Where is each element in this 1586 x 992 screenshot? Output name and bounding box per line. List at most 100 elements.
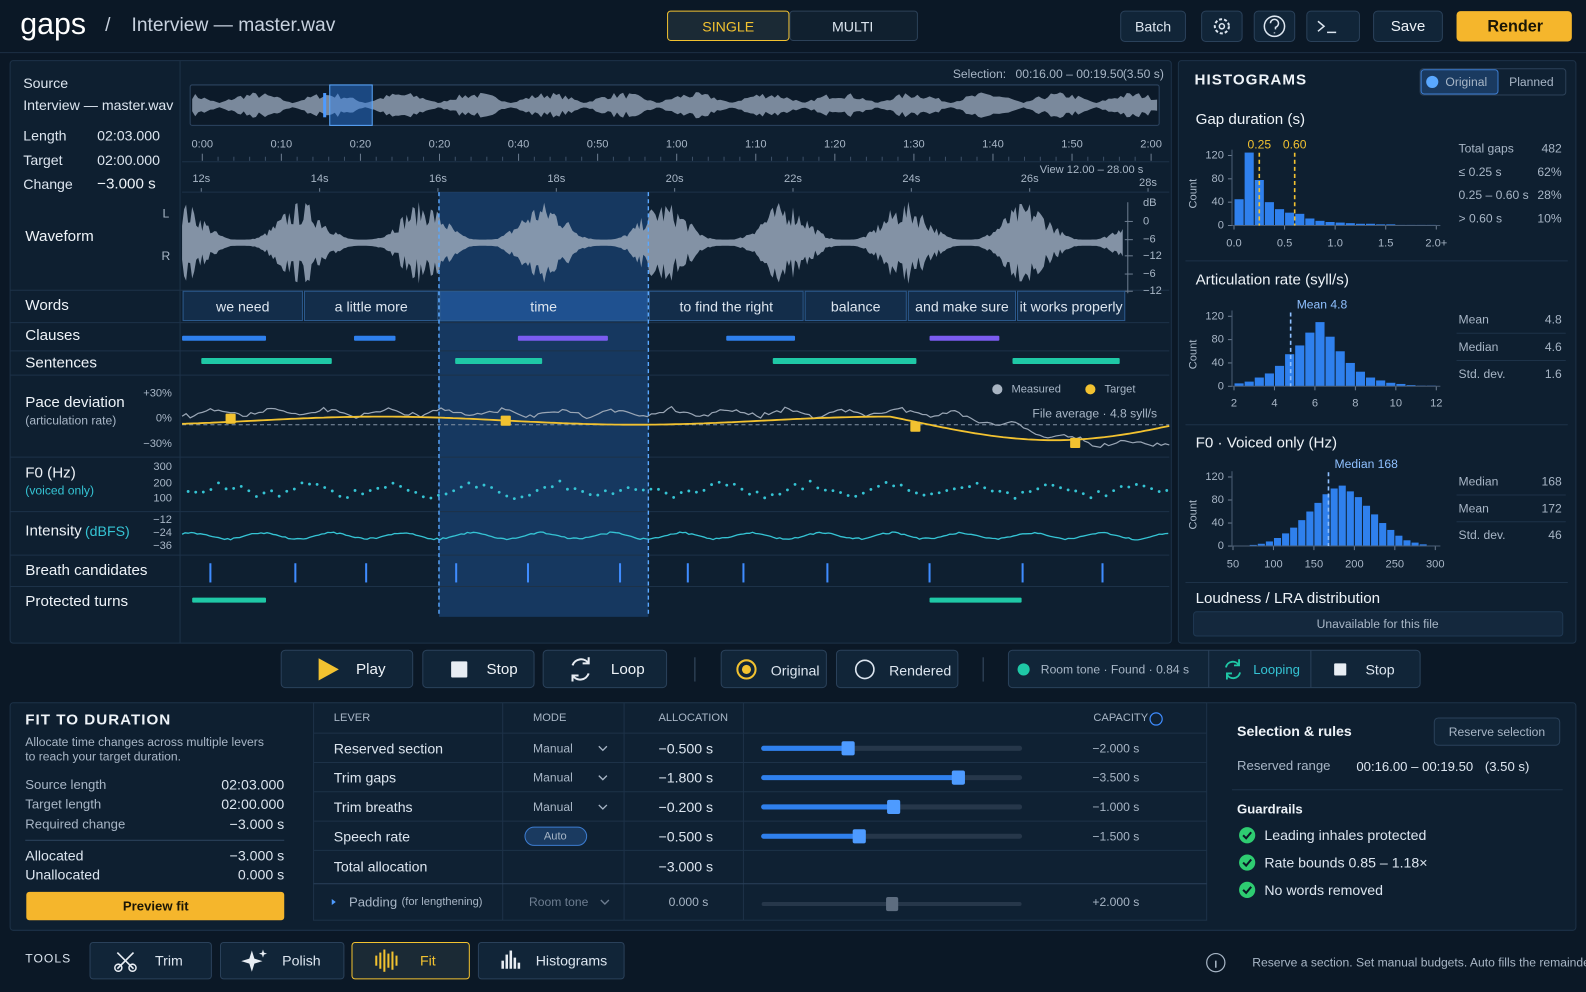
stat-label: Target [23, 152, 62, 168]
f0-dot [543, 485, 547, 489]
terminal-icon [1317, 20, 1337, 34]
button-label: Rendered [889, 662, 951, 678]
f0-dot [520, 495, 524, 499]
mode-pill[interactable] [524, 826, 588, 846]
toggle-active[interactable] [1420, 69, 1499, 95]
histogram-bar [1285, 354, 1295, 387]
slider-knob[interactable] [887, 799, 901, 815]
stat-value: 482 [1541, 142, 1561, 156]
f0-dot [892, 484, 896, 488]
x-tick-label: 2.0+ [1425, 238, 1447, 250]
stat-label: Target length [25, 796, 101, 811]
tool-button[interactable] [351, 941, 470, 980]
editor-panel [9, 60, 1172, 644]
button[interactable] [1201, 10, 1243, 42]
view-range: View 12.00 – 28.00 s [1040, 164, 1144, 176]
tool-button[interactable] [89, 941, 212, 980]
allocation-value: −0.200 s [658, 799, 713, 815]
button-label[interactable]: Looping [1253, 662, 1300, 677]
f0-dot [421, 495, 425, 499]
render-button[interactable] [1456, 11, 1572, 42]
f0-dot [528, 493, 531, 497]
f0-dot [285, 489, 289, 493]
room-tone-group [1007, 649, 1421, 689]
capacity-value: −3.500 s [1092, 771, 1139, 785]
stat-label: Allocated [25, 847, 83, 863]
mode-multi[interactable] [789, 10, 918, 41]
measured-line [181, 405, 1170, 449]
mode-value[interactable]: Manual [533, 800, 573, 814]
x-tick-label: 8 [1352, 397, 1358, 409]
db-tick-label: −6 [1143, 234, 1156, 246]
histogram-bar [1355, 371, 1365, 387]
histogram-bar [1315, 220, 1325, 226]
target-point [500, 415, 511, 426]
button[interactable] [1373, 10, 1443, 42]
histogram-bar [1396, 383, 1406, 387]
button-label[interactable]: Stop [1365, 661, 1394, 677]
unavailable-note: Unavailable for this file [1317, 617, 1439, 631]
lever-name: Trim gaps [334, 770, 396, 786]
button[interactable] [1253, 10, 1296, 42]
button-label: Batch [1135, 18, 1171, 34]
button[interactable] [1306, 10, 1360, 42]
f0-dot [490, 486, 493, 489]
slider-knob[interactable] [951, 770, 965, 785]
stat-value: −3.000 s [230, 816, 285, 832]
track-unit: (dBFS) [85, 523, 130, 539]
f0-dot [816, 486, 820, 490]
track-label: Pace deviation [25, 394, 124, 411]
histogram-bar [1345, 223, 1355, 226]
capacity-value: −1.000 s [1092, 800, 1139, 814]
f0-dot [406, 488, 410, 492]
button[interactable] [542, 649, 668, 689]
preview-button[interactable] [26, 891, 285, 921]
word-box [439, 290, 648, 322]
radio-dot [1426, 75, 1439, 88]
f0-dot [990, 489, 994, 493]
guardrail: Rate bounds 0.85 – 1.18× [1264, 855, 1427, 871]
radio-icon [741, 664, 752, 674]
button[interactable] [422, 649, 535, 689]
mode-value[interactable]: Manual [533, 771, 573, 785]
protected-bar [929, 597, 1022, 603]
f0-dot [1051, 483, 1055, 487]
word-box [804, 290, 907, 322]
chevron [600, 899, 610, 905]
lever-name: Speech rate [334, 828, 410, 844]
histogram-bar [1330, 488, 1338, 547]
intensity-line [181, 531, 1169, 541]
mode-single[interactable] [667, 10, 790, 41]
overview-tick-label: 0:50 [587, 139, 609, 151]
tool-button[interactable] [477, 941, 625, 980]
histogram-bar [1387, 529, 1395, 547]
f0-dot [497, 490, 501, 494]
mode-value[interactable]: Manual [533, 741, 573, 755]
overview-tick-label: 1:20 [824, 139, 846, 151]
lever-name: Reserved section [334, 740, 443, 756]
f0-dot [292, 487, 296, 491]
y-tick-label: 0 [1218, 220, 1224, 232]
track-label: Intensity [25, 522, 82, 539]
track-label: Waveform [25, 228, 94, 245]
button-label: Stop [487, 661, 518, 678]
legend-label: Target [1105, 383, 1136, 395]
overview-tick-label: 1:00 [666, 139, 688, 151]
stat-label: Source length [25, 777, 106, 792]
f0-tick-label: 300 [153, 461, 172, 473]
button[interactable] [280, 649, 414, 689]
clause-bar [354, 335, 396, 341]
histogram-bar [1335, 222, 1345, 226]
slider-knob[interactable] [841, 741, 855, 756]
scissors-icon [116, 951, 135, 970]
button[interactable] [1120, 10, 1186, 42]
button[interactable] [1433, 717, 1561, 746]
stat-value: 1.6 [1545, 367, 1562, 381]
histogram-bar [1274, 365, 1285, 387]
histogram-bar [1376, 380, 1386, 387]
word: balance [831, 298, 881, 314]
overview-tick-label: 0:20 [429, 139, 451, 151]
slider-knob[interactable] [852, 829, 866, 844]
lever-name: Padding [349, 895, 397, 910]
histogram-title: F0 · Voiced only (Hz) [1196, 434, 1338, 451]
